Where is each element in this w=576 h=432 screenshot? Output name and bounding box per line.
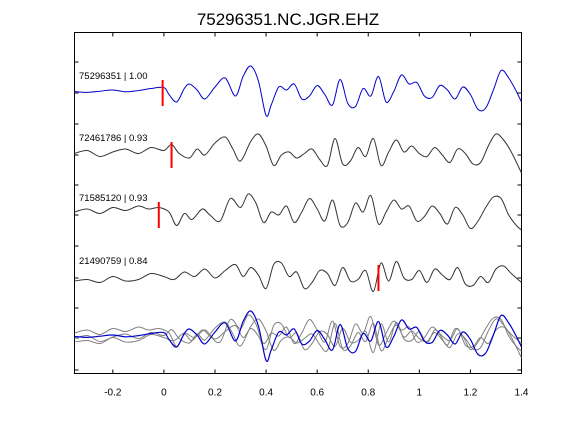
trace-label: 75296351 | 1.00 xyxy=(79,71,148,82)
overlay-trace xyxy=(74,318,522,359)
overlay-trace xyxy=(74,314,522,352)
x-tick-label: 1 xyxy=(417,388,423,399)
trace-label: 21490759 | 0.84 xyxy=(79,256,148,267)
trace-label: 71585120 | 0.93 xyxy=(79,193,148,204)
trace-line xyxy=(74,65,522,117)
x-axis: -0.2 0 0.2 0.4 0.6 0.8 1 1.2 1.4 xyxy=(104,32,529,399)
x-tick-label: 0 xyxy=(161,388,167,399)
x-tick-label: 0.2 xyxy=(208,388,222,399)
trace-line xyxy=(74,193,522,231)
overlay-stack xyxy=(74,310,523,362)
x-tick-label: 0.4 xyxy=(259,388,273,399)
x-tick-label: 1.2 xyxy=(463,388,477,399)
x-tick-label: 0.6 xyxy=(310,388,324,399)
trace-label: 72461786 | 0.93 xyxy=(79,133,148,144)
overlay-master-trace xyxy=(74,310,523,362)
overlay-trace xyxy=(74,321,522,354)
waveform-traces: 75296351 | 1.00 72461786 | 0.93 71585120 |… xyxy=(74,65,522,293)
trace-line xyxy=(74,133,522,174)
x-tick-label: 0.8 xyxy=(361,388,375,399)
x-tick-label: 1.4 xyxy=(515,388,529,399)
x-tick-label: -0.2 xyxy=(104,388,122,399)
chart-title: 75296351.NC.JGR.EHZ xyxy=(197,10,379,29)
trace-line xyxy=(74,260,522,293)
